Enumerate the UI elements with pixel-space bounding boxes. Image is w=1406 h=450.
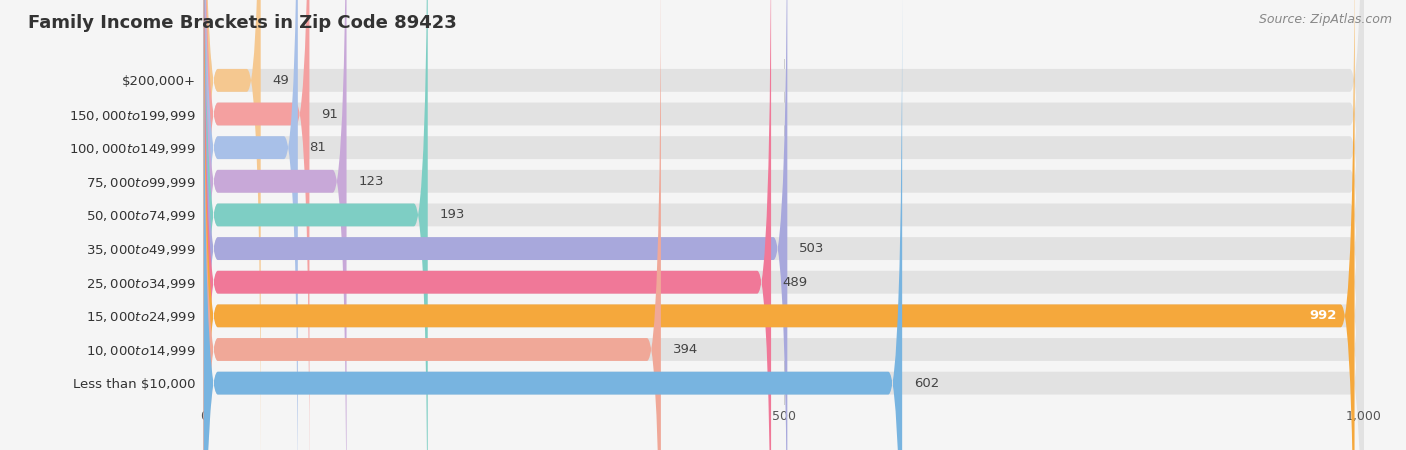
FancyBboxPatch shape (204, 0, 770, 450)
FancyBboxPatch shape (204, 0, 1364, 450)
Text: 489: 489 (783, 276, 808, 289)
Text: 602: 602 (914, 377, 939, 390)
FancyBboxPatch shape (204, 0, 1364, 450)
Text: Source: ZipAtlas.com: Source: ZipAtlas.com (1258, 14, 1392, 27)
FancyBboxPatch shape (204, 0, 1364, 450)
FancyBboxPatch shape (204, 0, 1364, 450)
FancyBboxPatch shape (204, 0, 260, 450)
FancyBboxPatch shape (204, 0, 903, 450)
FancyBboxPatch shape (204, 0, 1364, 450)
FancyBboxPatch shape (204, 0, 787, 450)
FancyBboxPatch shape (204, 0, 346, 450)
FancyBboxPatch shape (204, 0, 1364, 450)
Text: 992: 992 (1310, 309, 1337, 322)
FancyBboxPatch shape (204, 0, 1354, 450)
Text: 193: 193 (439, 208, 465, 221)
Text: Family Income Brackets in Zip Code 89423: Family Income Brackets in Zip Code 89423 (28, 14, 457, 32)
Text: 49: 49 (273, 74, 290, 87)
FancyBboxPatch shape (204, 0, 1364, 450)
FancyBboxPatch shape (204, 0, 298, 450)
Text: 91: 91 (321, 108, 337, 121)
FancyBboxPatch shape (204, 0, 309, 450)
Text: 503: 503 (799, 242, 824, 255)
FancyBboxPatch shape (204, 0, 1364, 450)
FancyBboxPatch shape (204, 0, 427, 450)
Text: 123: 123 (359, 175, 384, 188)
FancyBboxPatch shape (204, 0, 661, 450)
FancyBboxPatch shape (204, 0, 1364, 450)
Text: 394: 394 (672, 343, 697, 356)
FancyBboxPatch shape (204, 0, 1364, 450)
Text: 81: 81 (309, 141, 326, 154)
